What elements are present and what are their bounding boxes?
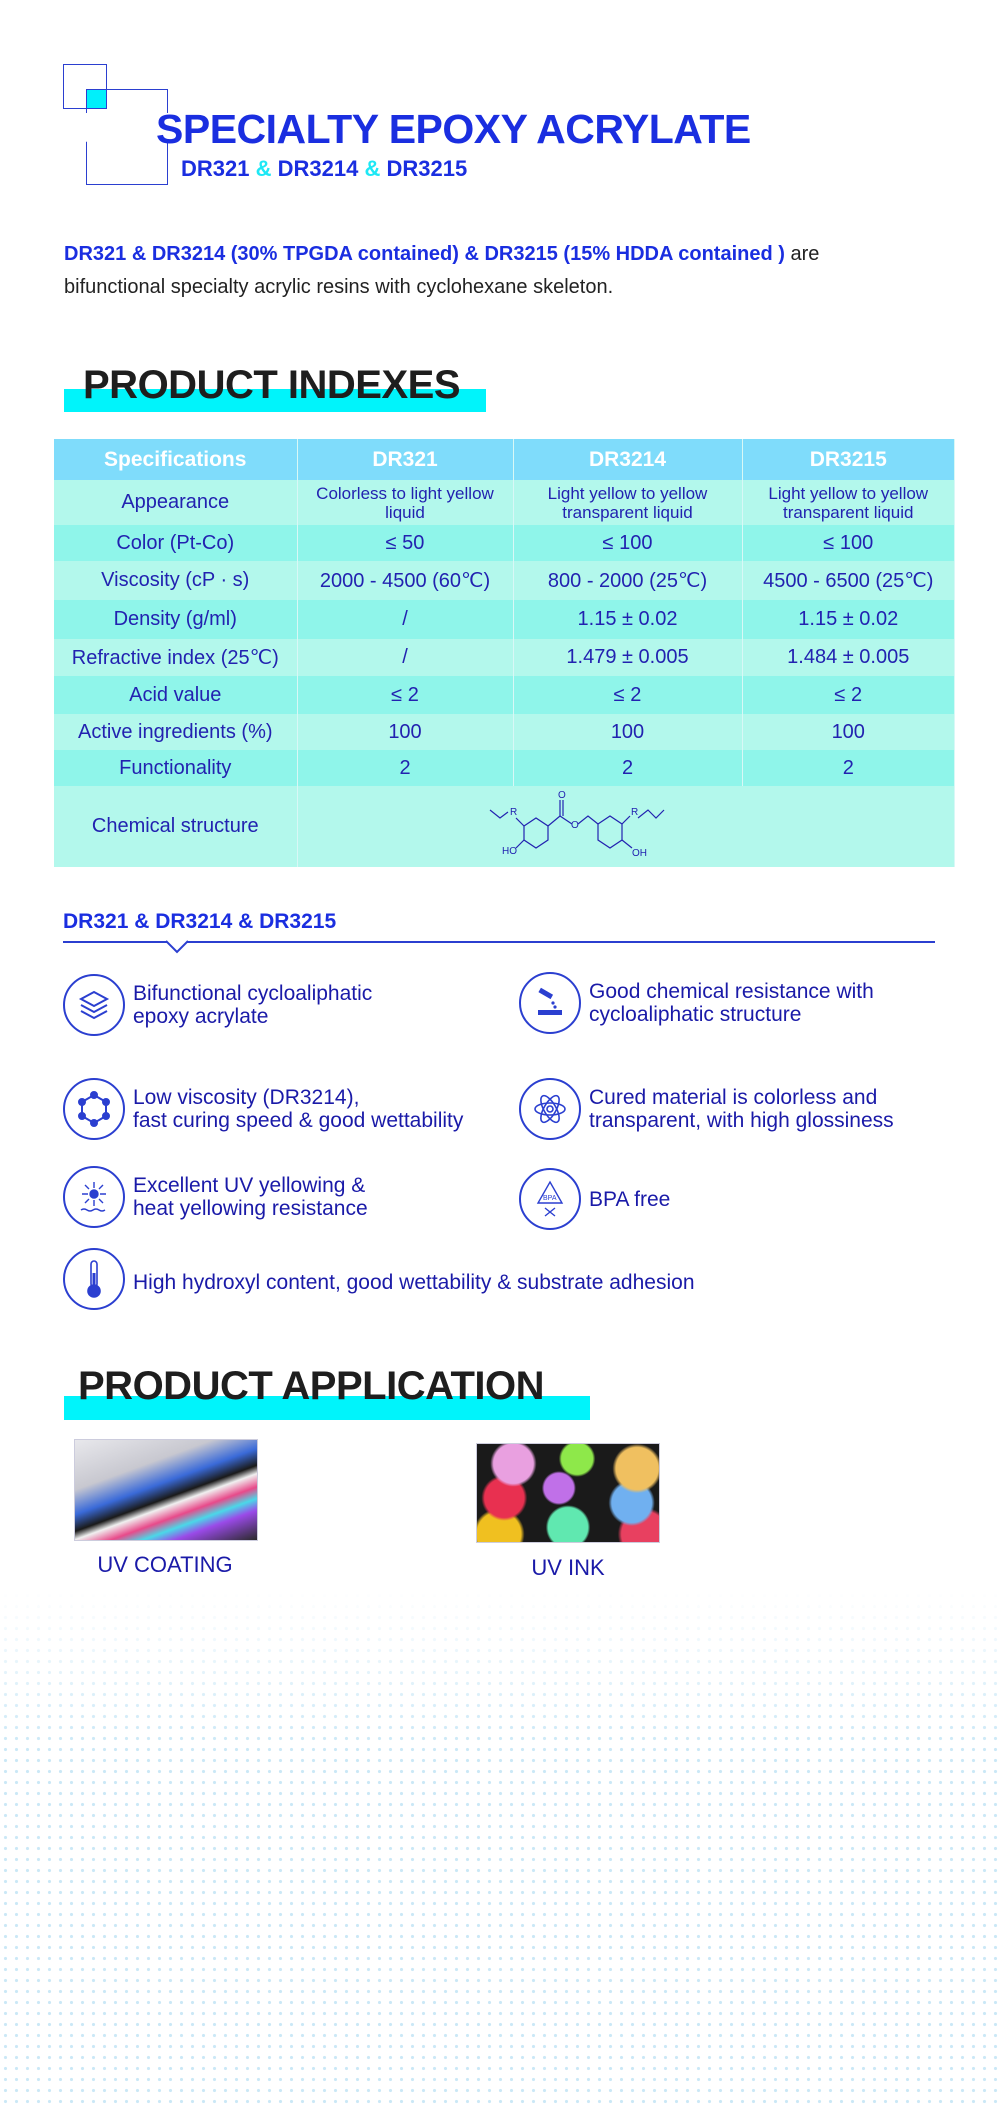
chemical-structure-diagram: R O O R HO OH — [489, 790, 665, 859]
table-cell: 100 — [513, 714, 743, 750]
feature-item: BPA BPA free — [519, 1168, 670, 1230]
table-row: Acid value ≤ 2 ≤ 2 ≤ 2 — [54, 676, 955, 714]
table-cell: ≤ 50 — [297, 525, 514, 561]
dotted-wave-background — [0, 1590, 1000, 2105]
table-cell: 1.15 ± 0.02 — [742, 600, 955, 639]
uv-ink-image — [476, 1443, 660, 1543]
application-label: UV COATING — [97, 1552, 233, 1577]
table-cell: 100 — [297, 714, 514, 750]
divider — [63, 941, 935, 943]
table-cell: ≤ 2 — [297, 676, 514, 714]
table-cell: 2 — [513, 750, 743, 786]
table-cell: Refractive index (25℃) — [54, 639, 298, 676]
page-subtitle: DR321 & DR3214 & DR3215 — [181, 156, 468, 181]
column-header: Specifications — [54, 439, 298, 480]
table-cell: ≤ 2 — [742, 676, 955, 714]
svg-text:HO: HO — [502, 846, 517, 857]
table-cell: 4500 - 6500 (25℃) — [742, 561, 955, 600]
table-cell: R O O R HO OH — [297, 786, 955, 867]
table-row: Functionality 2 2 2 — [54, 750, 955, 786]
table-row: Active ingredients (%) 100 100 100 — [54, 714, 955, 750]
column-header: DR3215 — [742, 439, 955, 480]
svg-text:R: R — [631, 807, 638, 818]
section-underline-bar — [64, 389, 486, 412]
column-header: DR3214 — [513, 439, 743, 480]
table-row: Density (g/ml)/1.15 ± 0.02 1.15 ± 0.02 — [54, 600, 955, 639]
table-cell: Active ingredients (%) — [54, 714, 298, 750]
table-cell: Color (Pt-Co) — [54, 525, 298, 561]
column-header: DR321 — [297, 439, 514, 480]
table-cell: Viscosity (cP · s) — [54, 561, 298, 600]
feature-item: Good chemical resistance with cycloalipha… — [519, 972, 874, 1034]
table-cell: Chemical structure — [54, 786, 298, 867]
feature-item: Excellent UV yellowing & heat yellowing r… — [63, 1166, 368, 1228]
chemical-pour-icon — [519, 972, 581, 1034]
decorative-square — [63, 64, 107, 109]
feature-item: Cured material is colorless and transpare… — [519, 1078, 894, 1140]
table-cell: 2000 - 4500 (60℃) — [297, 561, 514, 600]
product-index-table: Specifications DR321 DR3214 DR3215 Appea… — [54, 439, 955, 867]
feature-item: Bifunctional cycloaliphatic epoxy acrylat… — [63, 974, 372, 1036]
application-label: UV INK — [531, 1555, 605, 1580]
svg-text:O: O — [571, 820, 579, 831]
decorative-cyan-square — [86, 89, 107, 109]
table-cell: Functionality — [54, 750, 298, 786]
table-cell: Density (g/ml) — [54, 600, 298, 639]
table-cell: ≤ 2 — [513, 676, 743, 714]
table-row: Viscosity (cP · s) 2000 - 4500 (60℃) 800 -… — [54, 561, 955, 600]
table-cell: ≤ 100 — [513, 525, 743, 561]
svg-text:BPA: BPA — [543, 1195, 557, 1202]
svg-text:O: O — [558, 790, 566, 801]
section-title-indexes: PRODUCT INDEXES — [83, 363, 461, 407]
svg-text:R: R — [510, 807, 517, 818]
layers-icon — [63, 974, 125, 1036]
pointer-notch-icon — [166, 940, 188, 954]
table-cell: Appearance — [54, 480, 298, 525]
table-cell: / — [297, 600, 514, 639]
table-header-row: Specifications DR321 DR3214 DR3215 — [54, 439, 955, 480]
features-heading: DR321 & DR3214 & DR3215 — [63, 910, 337, 933]
table-cell: 1.484 ± 0.005 — [742, 639, 955, 676]
table-cell: Colorless to light yellow liquid — [297, 480, 514, 525]
feature-item: Low viscosity (DR3214), fast curing speed… — [63, 1078, 463, 1140]
table-cell: 100 — [742, 714, 955, 750]
table-row: Appearance Colorless to light yellow liqu… — [54, 480, 955, 525]
table-cell: ≤ 100 — [742, 525, 955, 561]
svg-text:OH: OH — [632, 848, 647, 859]
table-row: Color (Pt-Co) ≤ 50 ≤ 100 ≤ 100 — [54, 525, 955, 561]
feature-item: High hydroxyl content, good wettability … — [63, 1248, 695, 1310]
table-cell: 2 — [297, 750, 514, 786]
table-row-structure: Chemical structure R O O R HO OH — [54, 786, 955, 867]
table-cell: 1.479 ± 0.005 — [513, 639, 743, 676]
uv-coating-image — [74, 1439, 258, 1541]
section-title-application: PRODUCT APPLICATION — [78, 1364, 545, 1408]
section-underline-bar — [64, 1396, 590, 1420]
table-cell: Light yellow to yellow transparent liqui… — [513, 480, 743, 525]
sun-uv-icon — [63, 1166, 125, 1228]
table-cell: 2 — [742, 750, 955, 786]
page-title: SPECIALTY EPOXY ACRYLATE — [156, 106, 751, 152]
bpa-free-icon: BPA — [519, 1168, 581, 1230]
hexagon-molecule-icon — [63, 1078, 125, 1140]
table-cell: Acid value — [54, 676, 298, 714]
intro-paragraph: DR321 & DR3214 (30% TPGDA contained) & D… — [64, 243, 820, 298]
table-cell: Light yellow to yellow transparent liqui… — [742, 480, 955, 525]
table-cell: 1.15 ± 0.02 — [513, 600, 743, 639]
table-cell: 800 - 2000 (25℃) — [513, 561, 743, 600]
table-cell: / — [297, 639, 514, 676]
thermometer-icon — [63, 1248, 125, 1310]
atom-icon — [519, 1078, 581, 1140]
table-row: Refractive index (25℃)/1.479 ± 0.005 1.48… — [54, 639, 955, 676]
